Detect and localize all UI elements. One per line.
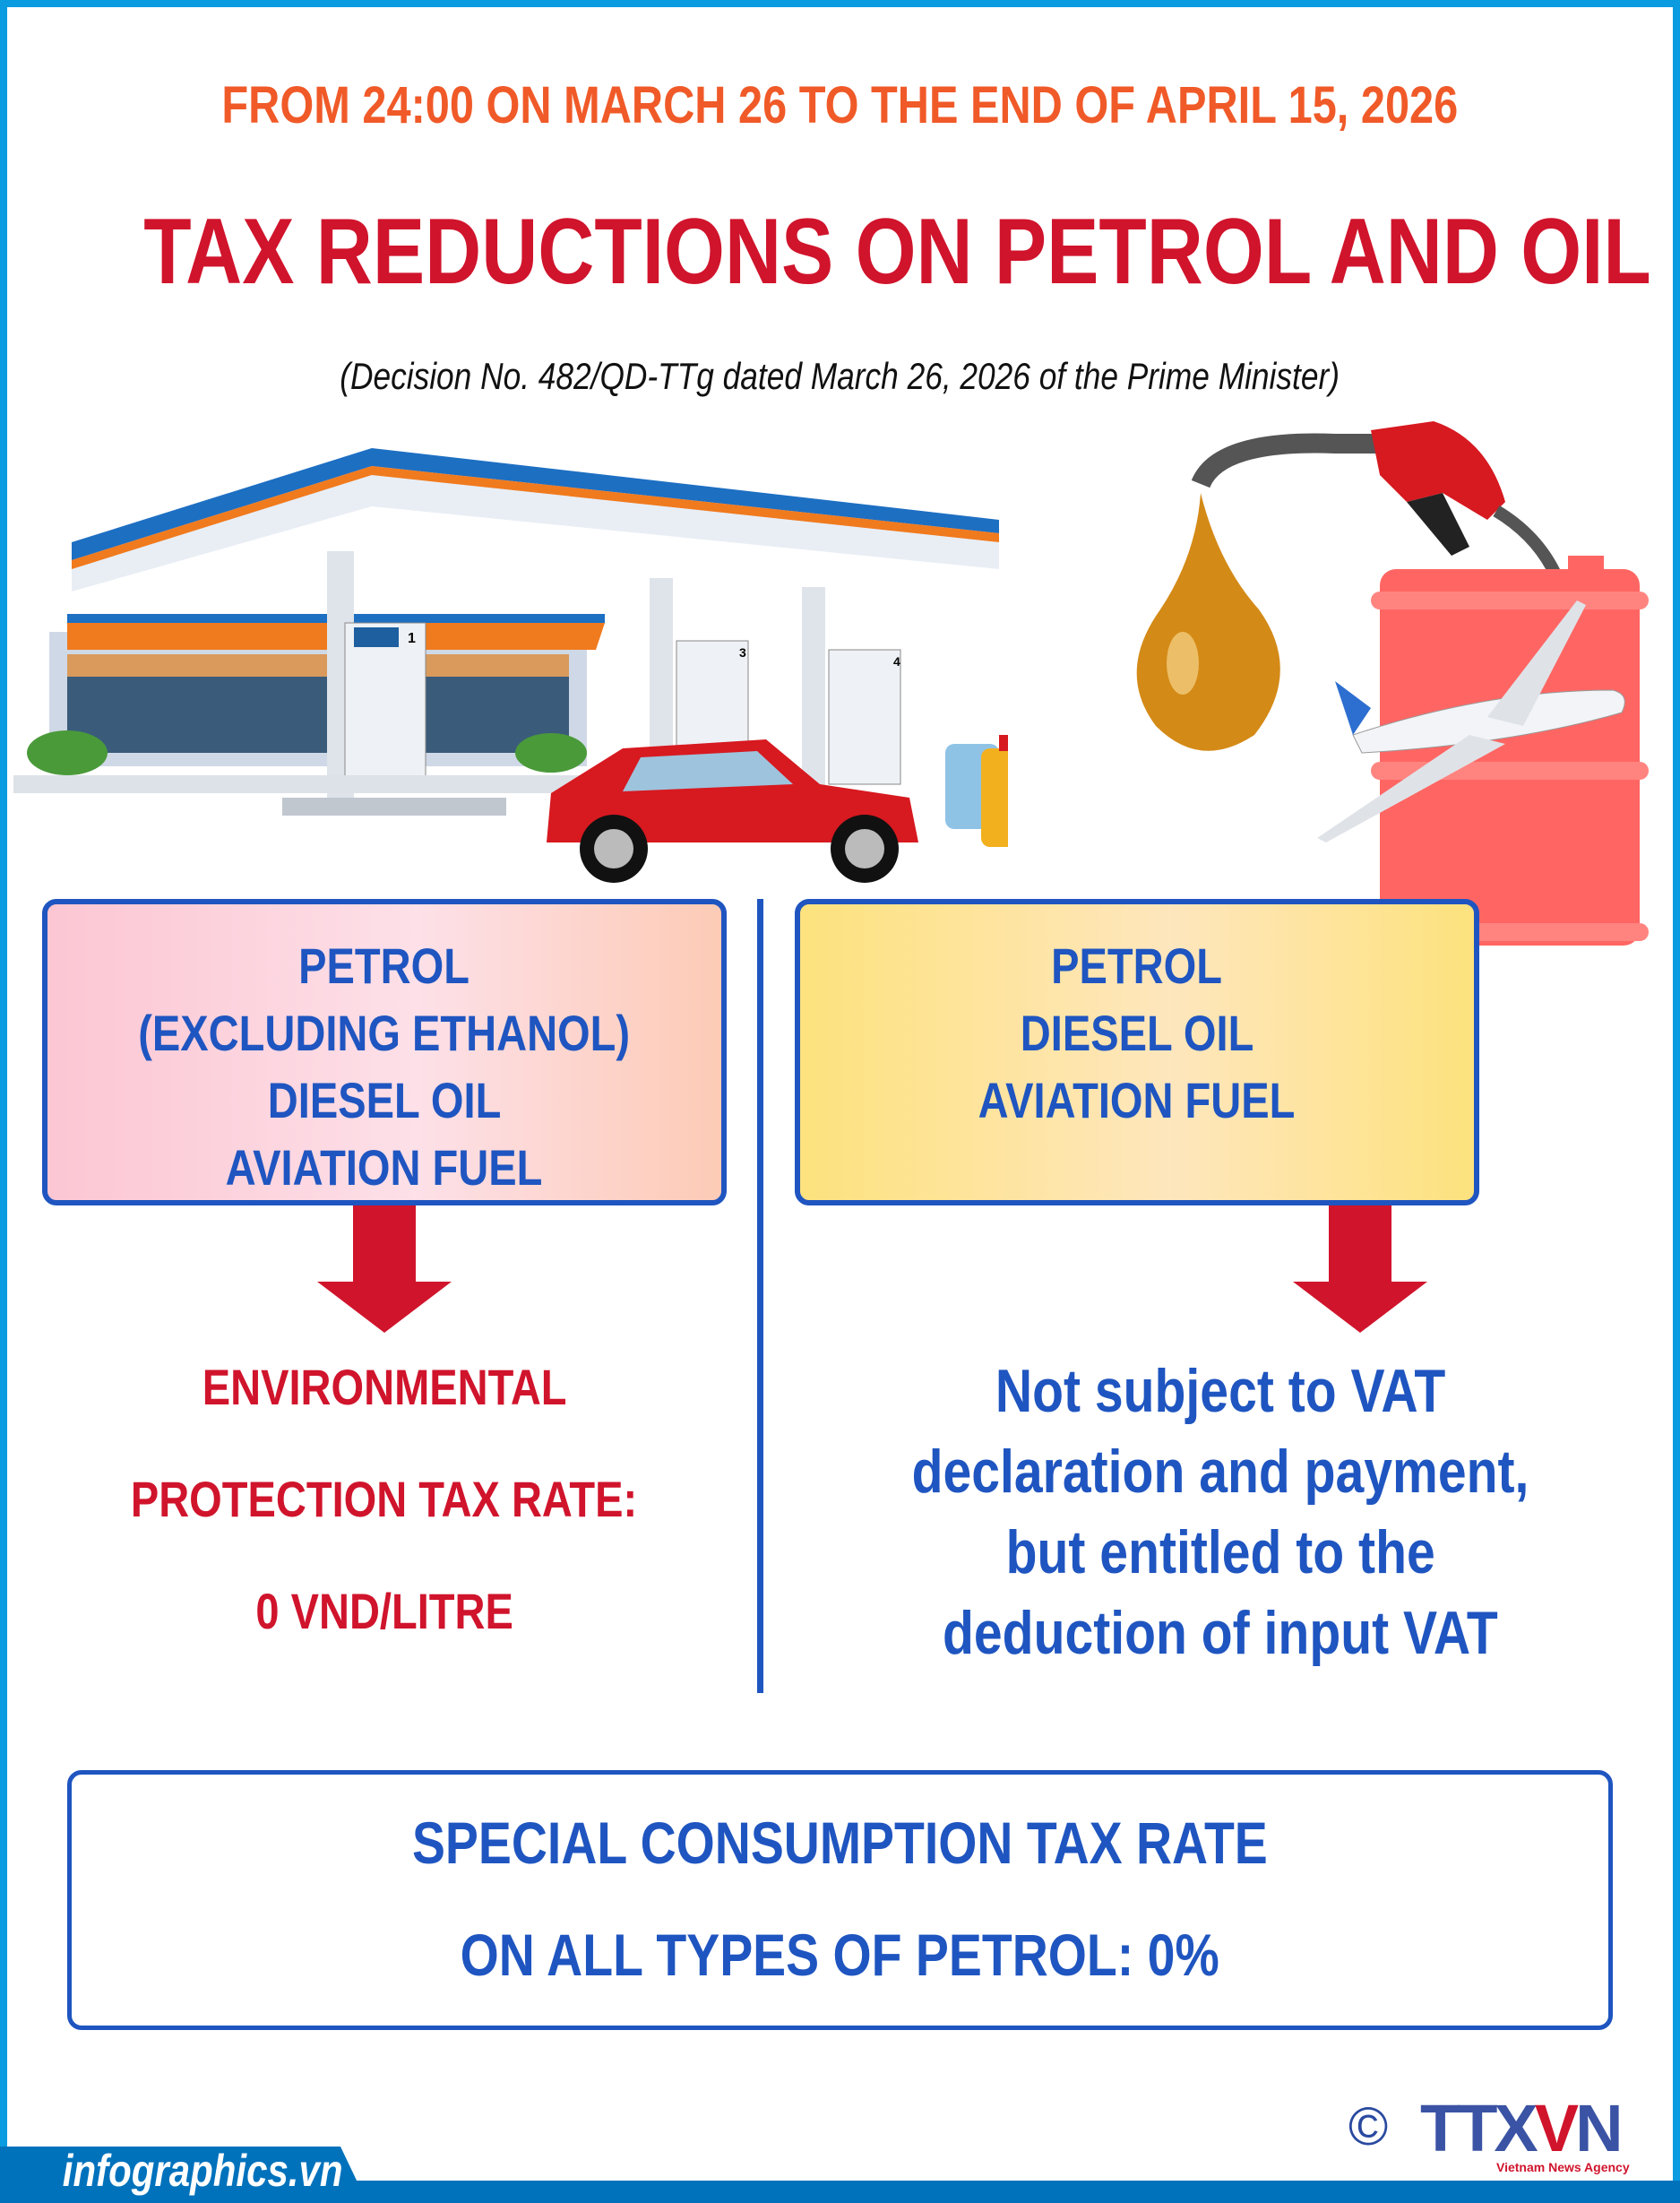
- env-tax-value: 0 VND/LITRE: [255, 1583, 513, 1639]
- jerry-cans-icon: [945, 735, 1008, 847]
- agency-name: Vietnam News Agency: [1496, 2160, 1630, 2174]
- right-fuel-types-box: PETROL DIESEL OIL AVIATION FUEL: [795, 899, 1479, 1205]
- period-text: FROM 24:00 ON MARCH 26 TO THE END OF APR…: [221, 76, 1459, 134]
- fuel-barrel-icon: [1371, 556, 1649, 946]
- fuel-type-item: PETROL: [1051, 937, 1223, 994]
- svg-text:3: 3: [739, 645, 746, 660]
- ttxvn-logo: TTXVN: [1420, 2091, 1624, 2165]
- sct-line: ON ALL TYPES OF PETROL: 0%: [460, 1922, 1220, 1988]
- decision-subtitle: (Decision No. 482/QD-TTg dated March 26,…: [340, 355, 1340, 397]
- special-consumption-tax-box: SPECIAL CONSUMPTION TAX RATE ON ALL TYPE…: [67, 1770, 1613, 2030]
- oil-drop-icon: [1136, 493, 1280, 751]
- fuel-type-item: AVIATION FUEL: [226, 1139, 543, 1196]
- fuel-nozzle-icon: [1191, 421, 1565, 585]
- left-fuel-types-box: PETROL (EXCLUDING ETHANOL) DIESEL OIL AV…: [42, 899, 727, 1205]
- fuel-type-item: (EXCLUDING ETHANOL): [138, 1005, 631, 1061]
- pump-number: 1: [408, 631, 416, 646]
- sct-line: SPECIAL CONSUMPTION TAX RATE: [412, 1810, 1268, 1876]
- vat-text: deduction of input VAT: [943, 1599, 1498, 1667]
- page-title: TAX REDUCTIONS ON PETROL AND OIL: [143, 200, 1651, 304]
- vat-text: but entitled to the: [1005, 1518, 1435, 1586]
- vat-text: declaration and payment,: [911, 1438, 1529, 1506]
- arrow-down-icon: [1293, 1205, 1427, 1333]
- arrow-down-icon: [317, 1205, 452, 1333]
- site-link[interactable]: infographics.vn: [62, 2146, 343, 2196]
- footer-tab: [0, 2147, 367, 2203]
- fuel-type-item: DIESEL OIL: [267, 1072, 502, 1128]
- fuel-type-item: PETROL: [298, 937, 470, 994]
- svg-text:4: 4: [893, 654, 900, 669]
- fuel-illustration: [1136, 421, 1649, 946]
- car-icon: [547, 739, 918, 883]
- fuel-type-item: AVIATION FUEL: [978, 1072, 1296, 1128]
- fuel-type-item: DIESEL OIL: [1020, 1005, 1254, 1061]
- column-divider: [757, 899, 763, 1693]
- airplane-icon: [1317, 600, 1625, 842]
- vat-text: Not subject to VAT: [995, 1357, 1446, 1425]
- copyright-icon: ©: [1348, 2096, 1389, 2156]
- gas-station-icon: 1 3 4: [13, 448, 1008, 883]
- env-tax-label: PROTECTION TAX RATE:: [131, 1471, 638, 1527]
- env-tax-label: ENVIRONMENTAL: [202, 1359, 567, 1415]
